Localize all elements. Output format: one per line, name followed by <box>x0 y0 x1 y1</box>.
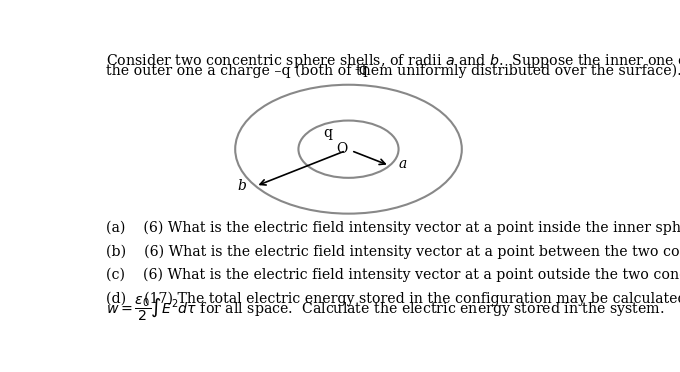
Text: Consider two concentric sphere shells, of radii $a$ and $b$.  Suppose the inner : Consider two concentric sphere shells, o… <box>106 52 680 70</box>
Text: q: q <box>323 126 332 141</box>
Text: a: a <box>399 157 407 171</box>
Text: $w = \dfrac{\varepsilon_0}{2}\int E^2 d\tau$ for all space.  Calculate the elect: $w = \dfrac{\varepsilon_0}{2}\int E^2 d\… <box>106 294 665 323</box>
Text: the outer one a charge –q (both of them uniformly distributed over the surface).: the outer one a charge –q (both of them … <box>106 63 680 78</box>
Text: (b)    (6) What is the electric field intensity vector at a point between the tw: (b) (6) What is the electric field inten… <box>106 244 680 259</box>
Text: O: O <box>337 142 347 155</box>
Text: (d)    (17) The total electric energy stored in the configuration may be calcula: (d) (17) The total electric energy store… <box>106 291 680 306</box>
Text: (a)    (6) What is the electric field intensity vector at a point inside the inn: (a) (6) What is the electric field inten… <box>106 221 680 235</box>
Text: -q: -q <box>355 63 369 77</box>
Text: b: b <box>237 179 246 193</box>
Text: (c)    (6) What is the electric field intensity vector at a point outside the tw: (c) (6) What is the electric field inten… <box>106 268 680 282</box>
